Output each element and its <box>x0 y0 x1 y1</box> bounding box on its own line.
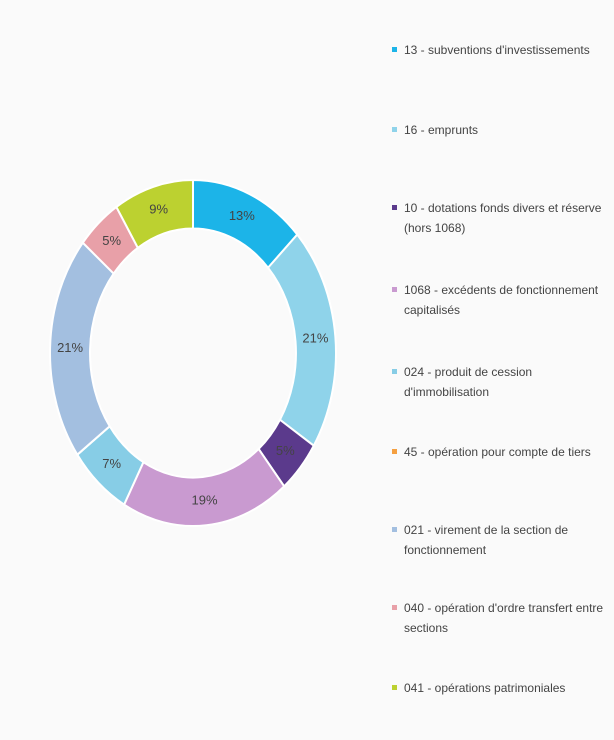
legend-item: 45 - opération pour compte de tiers <box>392 442 610 462</box>
donut-slice <box>115 178 194 250</box>
legend-label: 1068 - excédents de fonctionnement capit… <box>404 283 599 317</box>
data-label: 21% <box>302 330 328 345</box>
legend-swatch <box>392 449 397 454</box>
legend-label: 16 - emprunts <box>404 123 479 137</box>
legend-swatch <box>392 685 397 690</box>
data-label: 5% <box>276 443 295 458</box>
data-label: 5% <box>102 233 121 248</box>
legend-item: 1068 - excédents de fonctionnement capit… <box>392 280 610 320</box>
legend-item: 024 - produit de cession d'immobilisatio… <box>392 362 610 402</box>
data-label: 7% <box>102 456 121 471</box>
legend-label: 041 - opérations patrimoniales <box>404 681 566 695</box>
legend-swatch <box>392 605 397 610</box>
legend-item: 021 - virement de la section de fonction… <box>392 520 610 560</box>
legend-label: 45 - opération pour compte de tiers <box>404 445 591 459</box>
data-label: 9% <box>149 202 168 217</box>
legend-label: 024 - produit de cession d'immobilisatio… <box>404 365 533 399</box>
legend-item: 041 - opérations patrimoniales <box>392 678 610 698</box>
data-label: 21% <box>57 340 83 355</box>
legend-item: 040 - opération d'ordre transfert entre … <box>392 598 610 638</box>
legend-swatch <box>392 369 397 374</box>
legend-swatch <box>392 47 397 52</box>
legend-label: 021 - virement de la section de fonction… <box>404 523 569 557</box>
legend-swatch <box>392 127 397 132</box>
legend-label: 040 - opération d'ordre transfert entre … <box>404 601 604 635</box>
legend-item: 10 - dotations fonds divers et réserve (… <box>392 198 610 238</box>
legend-swatch <box>392 287 397 292</box>
data-label: 19% <box>192 493 218 508</box>
legend-item: 16 - emprunts <box>392 120 610 140</box>
legend-swatch <box>392 527 397 532</box>
donut-slice <box>122 447 286 527</box>
donut-area: 13%21%5%19%7%0%21%5%9% <box>49 178 338 527</box>
legend-item: 13 - subventions d'investissements <box>392 40 610 60</box>
data-label: 13% <box>229 208 255 223</box>
legend-swatch <box>392 205 397 210</box>
legend-label: 10 - dotations fonds divers et réserve (… <box>404 201 602 235</box>
legend-label: 13 - subventions d'investissements <box>404 43 590 57</box>
